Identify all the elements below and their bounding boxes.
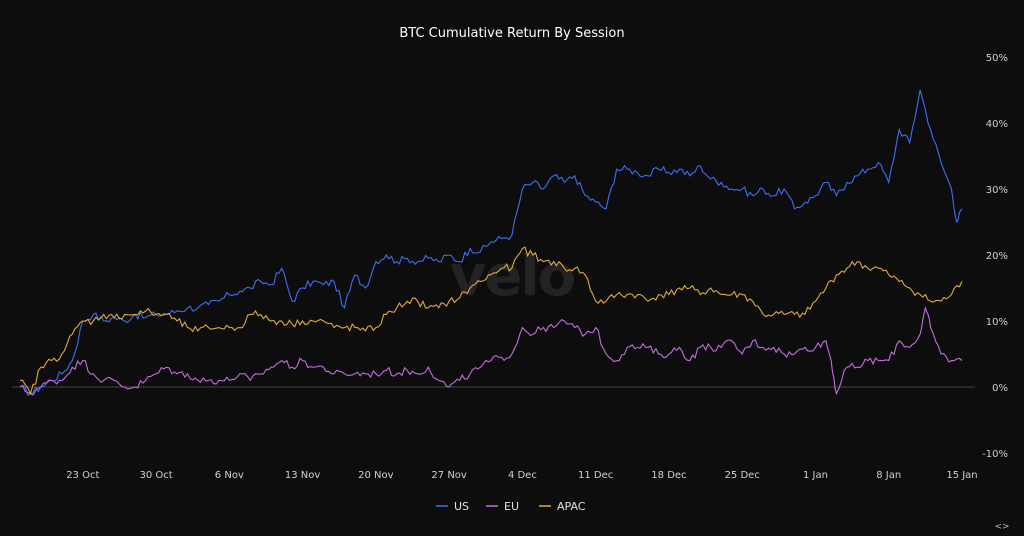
x-tick-label: 6 Nov bbox=[215, 470, 244, 481]
x-tick-label: 13 Nov bbox=[285, 470, 321, 481]
legend-item-apac[interactable]: APAC bbox=[539, 500, 586, 513]
legend-item-eu[interactable]: EU bbox=[486, 500, 519, 513]
y-tick-label: 20% bbox=[986, 251, 1008, 262]
series-line-apac bbox=[19, 246, 963, 396]
series-line-eu bbox=[19, 305, 963, 396]
x-tick-label: 18 Dec bbox=[651, 470, 686, 481]
legend-item-us[interactable]: US bbox=[436, 500, 469, 513]
y-tick-label: 30% bbox=[986, 185, 1008, 196]
legend-label: US bbox=[454, 500, 469, 513]
legend[interactable]: US EU APAC bbox=[436, 500, 586, 513]
series-group bbox=[19, 89, 963, 397]
x-tick-label: 15 Jan bbox=[946, 470, 977, 481]
y-axis: 50% 40% 30% 20% 10% 0% -10% bbox=[982, 53, 1008, 460]
legend-label: APAC bbox=[557, 500, 586, 513]
x-tick-label: 23 Oct bbox=[66, 470, 99, 481]
x-tick-label: 30 Oct bbox=[139, 470, 172, 481]
x-axis: 23 Oct 30 Oct 6 Nov 13 Nov 20 Nov 27 Nov 4 Dec… bbox=[66, 470, 977, 481]
x-tick-label: 4 Dec bbox=[508, 470, 537, 481]
series-line-us bbox=[19, 89, 963, 397]
y-tick-label: -10% bbox=[982, 449, 1008, 460]
y-tick-label: 50% bbox=[986, 53, 1008, 64]
chart-title: BTC Cumulative Return By Session bbox=[399, 26, 624, 41]
x-tick-label: 11 Dec bbox=[578, 470, 613, 481]
y-tick-label: 0% bbox=[992, 383, 1008, 394]
x-tick-label: 20 Nov bbox=[358, 470, 394, 481]
x-tick-label: 8 Jan bbox=[876, 470, 901, 481]
watermark: velo bbox=[450, 244, 575, 309]
legend-label: EU bbox=[504, 500, 519, 513]
x-tick-label: 1 Jan bbox=[803, 470, 828, 481]
x-tick-label: 25 Dec bbox=[725, 470, 760, 481]
expand-toggle-icon[interactable]: <> bbox=[994, 522, 1009, 532]
y-tick-label: 40% bbox=[986, 119, 1008, 130]
x-tick-label: 27 Nov bbox=[431, 470, 467, 481]
y-tick-label: 10% bbox=[986, 317, 1008, 328]
